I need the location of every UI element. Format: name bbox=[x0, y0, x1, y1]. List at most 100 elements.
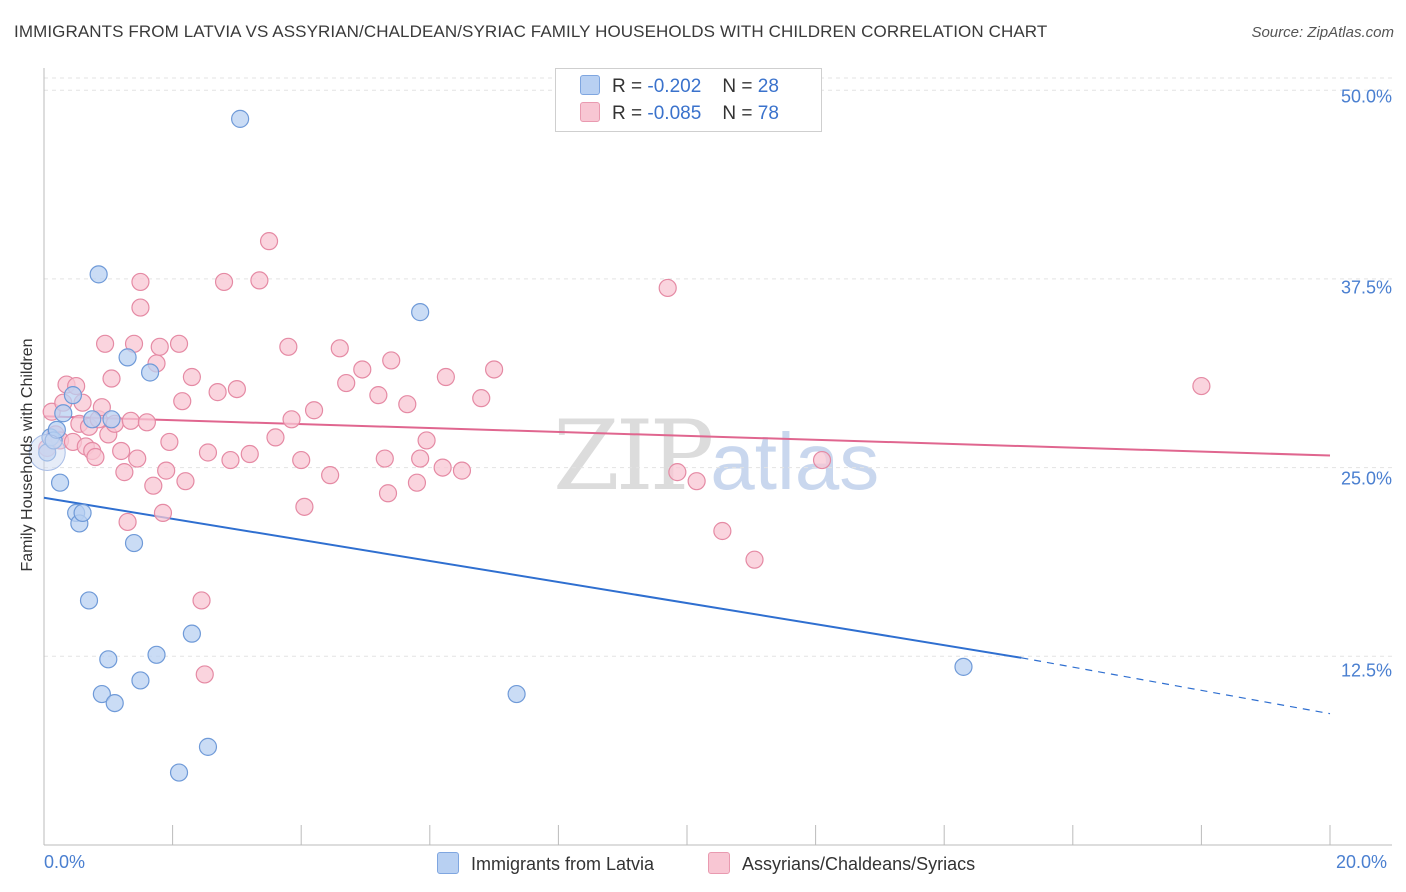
legend-r-label: R = bbox=[612, 103, 643, 124]
point-assyrian bbox=[259, 232, 279, 251]
point-assyrian bbox=[658, 278, 677, 298]
point-assyrian bbox=[321, 466, 340, 485]
point-assyrian bbox=[407, 473, 427, 492]
y-axis-label: Family Households with Children bbox=[19, 338, 36, 572]
x-tick-label-max: 20.0% bbox=[1336, 852, 1388, 872]
point-assyrian bbox=[198, 443, 218, 462]
point-latvia bbox=[73, 503, 92, 522]
point-assyrian bbox=[173, 392, 192, 411]
point-assyrian bbox=[472, 389, 491, 408]
legend-swatch-assyrian bbox=[580, 102, 600, 122]
point-assyrian bbox=[745, 550, 764, 569]
point-latvia bbox=[411, 303, 430, 322]
point-assyrian bbox=[95, 334, 115, 353]
legend-r-label: R = bbox=[612, 76, 643, 97]
series-label-assyrian: Assyrians/Chaldeans/Syriacs bbox=[742, 854, 976, 874]
legend-swatch-latvia bbox=[580, 75, 600, 95]
point-latvia bbox=[83, 410, 102, 429]
point-assyrian bbox=[195, 665, 214, 684]
point-assyrian bbox=[182, 367, 201, 387]
point-assyrian bbox=[411, 449, 430, 468]
watermark-atlas: atlas bbox=[710, 417, 880, 506]
series-legend-latvia: Immigrants from Latvia bbox=[437, 852, 654, 875]
legend-r-value-latvia: -0.202 bbox=[647, 76, 702, 97]
point-assyrian bbox=[282, 410, 301, 429]
correlation-legend: R = -0.202 N = 28 R = -0.085 N = 78 bbox=[555, 68, 822, 132]
point-latvia bbox=[63, 386, 83, 405]
point-assyrian bbox=[192, 591, 211, 610]
point-assyrian bbox=[369, 386, 388, 405]
point-cluster-latvia bbox=[28, 434, 66, 471]
point-latvia bbox=[198, 737, 218, 756]
legend-r-value-assyrian: -0.085 bbox=[647, 103, 702, 124]
point-assyrian bbox=[131, 298, 150, 317]
trend-line-assyrian bbox=[43, 415, 1331, 457]
y-tick-label-12-5: 12.5% bbox=[1340, 660, 1392, 681]
point-assyrian bbox=[128, 449, 147, 468]
point-latvia bbox=[140, 363, 160, 382]
legend-n-label: N = bbox=[722, 103, 753, 124]
watermark: ZIPatlas bbox=[553, 400, 879, 512]
point-latvia bbox=[124, 533, 144, 553]
point-assyrian bbox=[86, 447, 105, 467]
point-assyrian bbox=[295, 497, 314, 516]
series-swatch-latvia bbox=[437, 852, 459, 874]
point-assyrian bbox=[157, 461, 176, 480]
point-latvia bbox=[131, 671, 150, 690]
point-latvia bbox=[507, 684, 526, 704]
point-latvia bbox=[105, 693, 124, 713]
legend-n-value-assyrian: 78 bbox=[757, 103, 779, 124]
point-assyrian bbox=[208, 383, 227, 402]
point-latvia bbox=[169, 763, 189, 782]
point-assyrian bbox=[121, 411, 140, 430]
point-assyrian bbox=[115, 463, 134, 482]
grid-lines bbox=[44, 77, 1392, 657]
point-latvia bbox=[92, 684, 111, 704]
point-assyrian bbox=[176, 472, 195, 491]
point-assyrian bbox=[137, 413, 156, 432]
point-assyrian bbox=[160, 432, 179, 452]
point-assyrian bbox=[353, 360, 372, 379]
point-latvia bbox=[79, 591, 99, 610]
point-assyrian bbox=[398, 395, 417, 414]
x-tick-label-min: 0.0% bbox=[44, 852, 86, 872]
point-latvia bbox=[54, 404, 73, 423]
legend-row-assyrian: R = -0.085 N = 78 bbox=[580, 102, 779, 126]
point-latvia bbox=[147, 645, 166, 664]
point-latvia bbox=[89, 265, 108, 284]
point-assyrian bbox=[131, 272, 150, 292]
point-assyrian bbox=[266, 428, 285, 447]
point-assyrian bbox=[382, 351, 401, 370]
point-latvia bbox=[231, 109, 250, 128]
point-assyrian bbox=[150, 337, 169, 356]
point-assyrian bbox=[330, 339, 349, 358]
legend-n-value-latvia: 28 bbox=[757, 76, 779, 97]
point-assyrian bbox=[227, 379, 246, 399]
y-tick-label-37-5: 37.5% bbox=[1340, 277, 1392, 298]
point-assyrian bbox=[417, 431, 436, 450]
data-points bbox=[28, 109, 1211, 782]
legend-row-latvia: R = -0.202 N = 28 bbox=[580, 75, 779, 99]
point-assyrian bbox=[378, 484, 398, 503]
point-assyrian bbox=[144, 476, 163, 495]
point-assyrian bbox=[292, 450, 311, 470]
point-assyrian bbox=[304, 401, 324, 420]
point-assyrian bbox=[485, 360, 504, 379]
point-latvia bbox=[118, 348, 137, 367]
point-assyrian bbox=[250, 271, 269, 290]
point-assyrian bbox=[337, 373, 356, 393]
point-assyrian bbox=[812, 450, 832, 470]
point-assyrian bbox=[1192, 376, 1211, 396]
point-assyrian bbox=[713, 521, 732, 541]
y-tick-label-50: 50.0% bbox=[1340, 86, 1392, 107]
point-assyrian bbox=[433, 458, 452, 477]
point-latvia bbox=[102, 410, 121, 429]
point-latvia bbox=[182, 624, 201, 643]
trend-line-latvia bbox=[43, 496, 1022, 659]
legend-n-label: N = bbox=[722, 76, 753, 97]
series-swatch-assyrian bbox=[708, 852, 730, 874]
trend-line-extension-latvia bbox=[1021, 657, 1331, 715]
point-assyrian bbox=[214, 272, 234, 292]
watermark-zip: ZIP bbox=[553, 400, 714, 512]
